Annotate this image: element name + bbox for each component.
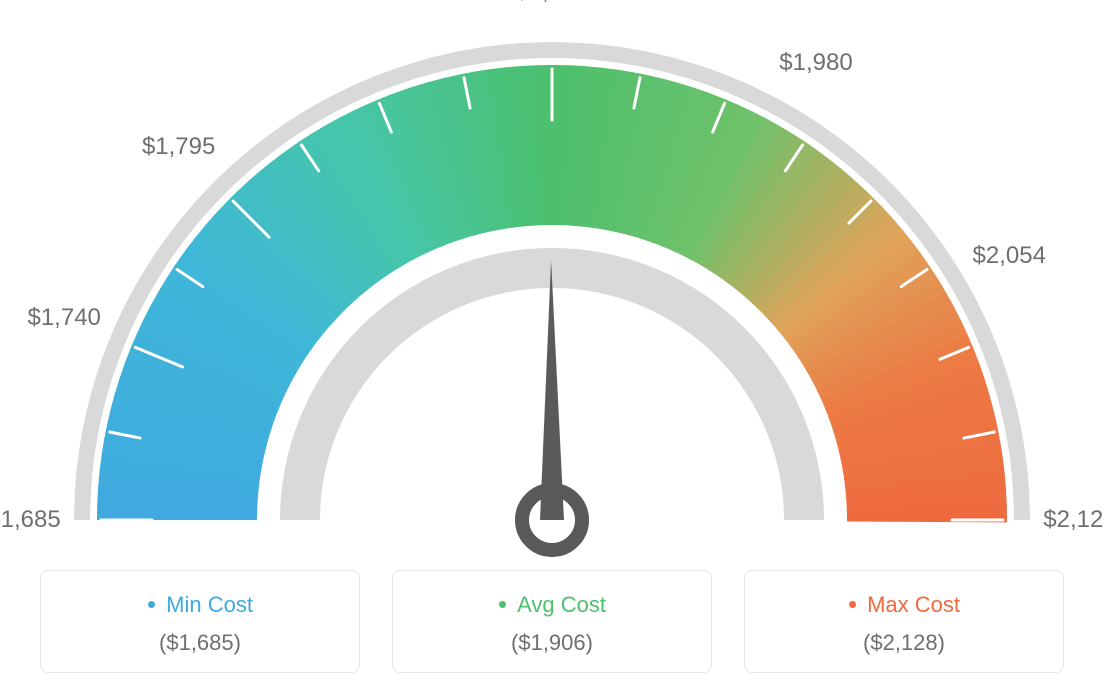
legend-title: Max Cost: [755, 589, 1053, 620]
legend-card-avg: Avg Cost ($1,906): [392, 570, 712, 673]
legend-value: ($1,685): [51, 630, 349, 656]
legend-row: Min Cost ($1,685) Avg Cost ($1,906) Max Cost…: [0, 570, 1104, 673]
gauge-tick-label: $1,685: [0, 506, 61, 534]
legend-title: Avg Cost: [403, 589, 701, 620]
gauge-tick-label: $1,980: [779, 49, 852, 77]
gauge-tick-label: $2,128: [1043, 506, 1104, 534]
gauge-chart: $1,685 $1,740 $1,795 $1,906 $1,980 $2,054 $2,1…: [0, 0, 1104, 560]
gauge-tick-label: $2,054: [973, 242, 1046, 270]
legend-value: ($2,128): [755, 630, 1053, 656]
gauge-tick-label: $1,795: [142, 133, 215, 161]
legend-card-max: Max Cost ($2,128): [744, 570, 1064, 673]
gauge-svg: [0, 0, 1104, 560]
gauge-tick-label: $1,740: [27, 304, 100, 332]
legend-title: Min Cost: [51, 589, 349, 620]
legend-value: ($1,906): [403, 630, 701, 656]
gauge-needle: [522, 260, 582, 550]
legend-card-min: Min Cost ($1,685): [40, 570, 360, 673]
gauge-tick-label: $1,906: [515, 0, 588, 6]
